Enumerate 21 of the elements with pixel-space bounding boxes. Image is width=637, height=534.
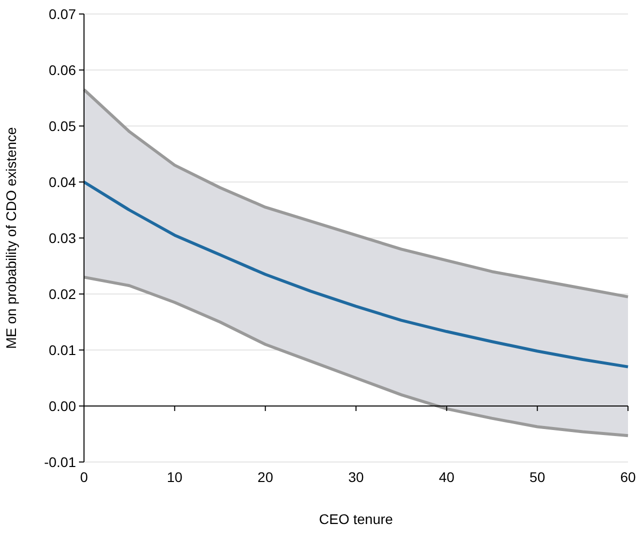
y-tick-label: 0.02 [48, 286, 76, 302]
y-tick-label: 0.03 [48, 230, 76, 246]
x-tick-label: 60 [620, 469, 636, 485]
y-tick-label: 0.01 [48, 342, 76, 358]
y-tick-label: 0.07 [48, 6, 76, 22]
x-tick-label: 50 [530, 469, 546, 485]
x-tick-label: 0 [80, 469, 88, 485]
line-series [82, 276, 630, 438]
x-tick-label: 40 [438, 469, 455, 485]
y-tick-label: 0.04 [48, 174, 76, 190]
x-axis-title: CEO tenure [319, 511, 394, 527]
x-tick-label: 30 [348, 469, 364, 485]
y-tick-label: 0.06 [48, 62, 76, 78]
x-tick-label: 10 [166, 469, 183, 485]
y-tick-label: 0.05 [48, 118, 76, 134]
line-series [82, 88, 630, 298]
y-tick-label: -0.01 [44, 454, 76, 470]
x-tick-label: 20 [258, 469, 274, 485]
y-axis-title: ME on probability of CDO existence [3, 126, 19, 349]
y-tick-label: 0.00 [48, 398, 76, 414]
line-series [82, 180, 630, 368]
